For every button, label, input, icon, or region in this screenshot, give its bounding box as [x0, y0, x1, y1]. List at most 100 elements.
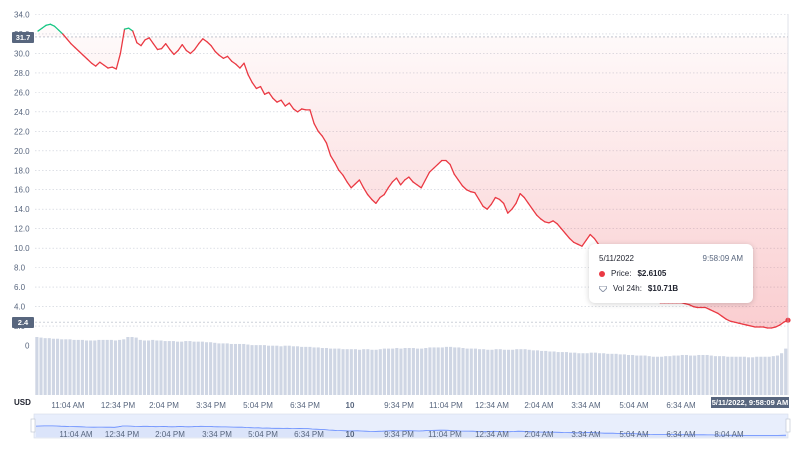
- price-segment: [218, 54, 225, 59]
- price-segment: [581, 239, 587, 247]
- price-dot-icon: [599, 270, 605, 277]
- price-segment: [540, 218, 546, 223]
- price-segment: [128, 27, 134, 32]
- price-segment: [189, 48, 196, 55]
- volume-bar: [64, 339, 68, 395]
- price-segment: [725, 318, 731, 322]
- price-segment: [503, 202, 509, 214]
- price-segment: [78, 50, 84, 57]
- price-segment: [408, 176, 414, 183]
- volume-bar: [300, 346, 304, 395]
- volume-bar: [428, 347, 432, 395]
- volume-bar: [477, 349, 482, 395]
- volume-bar: [358, 349, 362, 395]
- volume-bar: [573, 352, 577, 395]
- volume-bar: [362, 349, 366, 395]
- navigator-tick-label: 9:34 PM: [384, 430, 414, 439]
- volume-bar: [229, 343, 233, 395]
- volume-bar: [722, 356, 726, 395]
- price-segment: [404, 176, 410, 181]
- volume-bar: [577, 353, 581, 395]
- volume-bar: [420, 348, 424, 395]
- tooltip-volume-value: $10.71B: [647, 284, 679, 293]
- volume-bar: [221, 343, 225, 395]
- volume-bar: [295, 346, 300, 395]
- navigator-tick-label: 6:34 AM: [666, 430, 696, 439]
- volume-bar: [717, 356, 722, 395]
- x-tick-label: 11:04 AM: [51, 401, 85, 410]
- volume-bar: [486, 349, 490, 395]
- x-tick-label: 3:34 PM: [196, 401, 226, 410]
- navigator-tick-label: 2:04 AM: [524, 430, 554, 439]
- volume-bar: [312, 347, 316, 395]
- price-segment: [342, 174, 348, 183]
- volume-bar: [684, 354, 689, 395]
- range-navigator[interactable]: 11:04 AM 12:34 PM 2:04 PM 3:34 PM 5:04 PM 6:3…: [30, 413, 791, 439]
- x-tick-label: 9:34 PM: [384, 401, 414, 410]
- volume-bar: [258, 345, 262, 395]
- x-tick-label: 6:34 AM: [666, 401, 696, 410]
- navigator-right-handle: [785, 418, 791, 433]
- volume-bar: [680, 354, 684, 395]
- volume-bar: [639, 355, 643, 395]
- navigator-tick-label: 12:34 AM: [475, 430, 509, 439]
- volume-bar: [171, 341, 175, 395]
- volume-bar: [746, 357, 751, 395]
- price-segment: [721, 315, 727, 320]
- volume-bar: [453, 347, 457, 395]
- volume-bar: [329, 348, 333, 395]
- price-segment: [115, 52, 122, 70]
- price-segment: [169, 48, 175, 56]
- volume-bar: [142, 340, 147, 395]
- price-segment: [82, 54, 89, 60]
- price-segment: [95, 61, 101, 67]
- volume-bar: [233, 343, 238, 395]
- x-tick-label: 11:04 PM: [429, 401, 463, 410]
- y-tick-label: 34.0: [14, 11, 30, 20]
- tooltip-price-row: Price: $2.6105: [599, 269, 666, 278]
- price-segment: [737, 322, 744, 325]
- price-segment: [774, 324, 781, 328]
- y-tick-label: 8.0: [14, 264, 26, 273]
- volume-bar: [175, 341, 180, 395]
- volume-bar: [407, 348, 411, 395]
- price-segment: [317, 130, 323, 137]
- price-segment: [152, 43, 159, 51]
- price-segment: [531, 208, 538, 216]
- volume-bar: [209, 342, 213, 395]
- last-price-badge: 2.4: [12, 317, 34, 328]
- volume-bar: [151, 339, 155, 395]
- price-segment: [251, 81, 258, 90]
- price-segment: [268, 91, 274, 99]
- y-tick-label: 10.0: [14, 244, 30, 253]
- price-segment: [552, 220, 558, 225]
- y-tick-label: 20.0: [14, 147, 30, 156]
- price-segment: [577, 243, 583, 247]
- volume-bar: [664, 356, 668, 395]
- volume-bar: [213, 342, 217, 395]
- volume-bar: [655, 356, 660, 395]
- volume-bar: [457, 347, 461, 395]
- price-segment: [709, 308, 715, 313]
- volume-bar: [531, 350, 535, 395]
- x-axis: 11:04 AM 12:34 PM 2:04 PM 3:34 PM 5:04 PM 6:3…: [51, 401, 696, 410]
- volume-bar: [581, 353, 585, 395]
- y-tick-label: 12.0: [14, 225, 30, 234]
- volume-bar: [283, 345, 287, 395]
- volume-bar: [771, 356, 775, 395]
- volume-bar: [635, 355, 639, 395]
- navigator-tick-label: 3:34 AM: [571, 430, 601, 439]
- price-segment: [424, 171, 431, 181]
- volume-bar: [370, 349, 374, 395]
- y-tick-label: 4.0: [14, 303, 26, 312]
- price-segment: [589, 233, 595, 240]
- volume-bar: [631, 354, 635, 395]
- price-segment: [99, 61, 105, 66]
- volume-bar: [386, 348, 391, 395]
- volume-bar: [734, 356, 738, 395]
- navigator-tick-label: 5:04 PM: [248, 430, 278, 439]
- volume-bar: [399, 348, 403, 395]
- volume-bar: [55, 338, 60, 395]
- volume-bar: [647, 356, 651, 395]
